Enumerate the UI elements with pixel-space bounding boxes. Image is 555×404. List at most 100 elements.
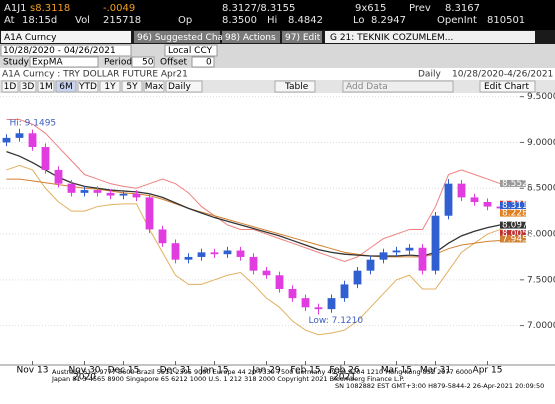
footer-line: Australia 61 2 9777 8600 Brazil 5511 239… bbox=[52, 368, 472, 376]
indicator-line bbox=[6, 164, 514, 336]
toolbar-button[interactable] bbox=[282, 31, 322, 43]
indicator-line bbox=[6, 119, 514, 263]
study-select[interactable] bbox=[29, 56, 99, 68]
candle-body bbox=[444, 183, 453, 216]
candle-body bbox=[41, 147, 50, 170]
price-tag-label: 8.0976 bbox=[502, 221, 534, 231]
security-input[interactable] bbox=[1, 31, 131, 43]
quote-ticker: A1J1 bbox=[4, 3, 27, 14]
offset: 0 bbox=[206, 58, 212, 68]
quote-change: -.0049 bbox=[103, 3, 135, 14]
period-button-label: 5Y bbox=[126, 82, 138, 92]
annotation: Low: 7.1210 bbox=[309, 316, 364, 326]
annotation: Hi: 9.1495 bbox=[10, 118, 57, 128]
candle-body bbox=[171, 243, 180, 260]
x-tick-label: Dec 15 bbox=[108, 366, 140, 376]
price-tag-label: 8.0055 bbox=[502, 229, 534, 239]
x-tick-label: Mar 15 bbox=[381, 366, 412, 376]
candle-body bbox=[197, 252, 206, 257]
x-tick-label: Jan 15 bbox=[199, 366, 228, 376]
period: 50 bbox=[142, 58, 154, 68]
period-button[interactable] bbox=[37, 80, 55, 93]
period-button[interactable] bbox=[143, 80, 165, 93]
toolbar-button-label: 98) Actions bbox=[225, 33, 276, 43]
candle-body bbox=[379, 252, 388, 260]
add-data-input[interactable] bbox=[342, 80, 454, 93]
period-button[interactable] bbox=[19, 80, 37, 93]
toolbar-button[interactable] bbox=[222, 31, 280, 43]
candle-body bbox=[314, 307, 323, 310]
x-tick-label: Mar 31 bbox=[420, 366, 451, 376]
period-button[interactable] bbox=[77, 80, 99, 93]
candle-body bbox=[158, 229, 167, 244]
quote-lo-label: Lo bbox=[353, 15, 365, 26]
y-tick-label: 9.0000 bbox=[527, 138, 555, 148]
candle-body bbox=[249, 256, 258, 271]
frequency: Daily bbox=[168, 82, 191, 92]
quote-oi: 810501 bbox=[487, 15, 525, 26]
candle-body bbox=[275, 275, 284, 289]
edit-chart: Edit Chart bbox=[484, 82, 529, 92]
price-tag bbox=[500, 201, 526, 209]
toolbar-button[interactable] bbox=[134, 31, 220, 43]
quote-last: s8.3118 bbox=[30, 3, 70, 14]
candle-body bbox=[262, 270, 271, 276]
offset-input[interactable] bbox=[191, 56, 215, 68]
candle-body bbox=[366, 259, 375, 271]
period-button[interactable] bbox=[1, 80, 19, 93]
y-tick-label: 8.0000 bbox=[527, 230, 555, 240]
quote-vol: 215718 bbox=[103, 15, 141, 26]
quote-hi: 8.4842 bbox=[288, 15, 323, 26]
period-input[interactable] bbox=[131, 56, 155, 68]
quote-lo: 8.2947 bbox=[371, 15, 406, 26]
x-year-label: 2020 bbox=[73, 373, 96, 383]
y-tick-label: 7.5000 bbox=[527, 275, 555, 285]
currency-select[interactable] bbox=[164, 44, 218, 57]
study-label: Study bbox=[3, 58, 30, 68]
chart-range: 10/28/2020-4/26/2021 bbox=[452, 70, 553, 80]
price-tag bbox=[500, 235, 526, 243]
period-button[interactable] bbox=[99, 80, 121, 93]
period-button[interactable] bbox=[121, 80, 143, 93]
x-tick-label: Feb 15 bbox=[290, 366, 320, 376]
price-tag bbox=[500, 221, 526, 229]
table-button[interactable] bbox=[274, 80, 316, 93]
x-tick-label: Jan 29 bbox=[251, 366, 280, 376]
quote-prev: 8.3167 bbox=[445, 3, 480, 14]
quote-hi-label: Hi bbox=[267, 15, 277, 26]
candle-body bbox=[236, 250, 245, 257]
chart-frequency: Daily bbox=[418, 70, 441, 80]
candle-body bbox=[28, 133, 37, 148]
price-tag-label: 8.5525 bbox=[502, 179, 534, 189]
candle-body bbox=[2, 137, 11, 143]
quote-bid-ask: 8.3127/8.3155 bbox=[222, 3, 295, 14]
x-tick-label: Nov 30 bbox=[69, 366, 101, 376]
period-button-label: 6M bbox=[59, 82, 73, 92]
indicator-line bbox=[6, 150, 514, 257]
period-button[interactable] bbox=[55, 80, 77, 93]
quote-oi-label: OpenInt bbox=[437, 15, 477, 26]
date-range: 10/28/2020 - 04/26/2021 bbox=[3, 46, 116, 56]
template: G 21: TEKNIK COZUMLEM... bbox=[330, 33, 453, 43]
y-tick-label: 9.5000 bbox=[527, 92, 555, 102]
candle-body bbox=[483, 201, 492, 207]
quote-open-label: Op bbox=[178, 15, 192, 26]
candle-body bbox=[470, 197, 479, 202]
candle-body bbox=[93, 190, 102, 193]
quote-prev-label: Prev bbox=[409, 3, 431, 14]
frequency-select[interactable] bbox=[165, 80, 203, 93]
x-tick-label: Dec 31 bbox=[160, 366, 192, 376]
indicator-line bbox=[6, 178, 514, 258]
candle-body bbox=[67, 183, 76, 193]
period-button-label: 1Y bbox=[104, 82, 116, 92]
toolbar-button-label: 97) Edit bbox=[285, 33, 321, 43]
edit-chart-button[interactable] bbox=[479, 80, 536, 93]
candle-body bbox=[119, 193, 128, 196]
candle-body bbox=[145, 197, 154, 230]
candle-body bbox=[340, 284, 349, 299]
x-tick-label: Apr 15 bbox=[473, 366, 503, 376]
template-button[interactable] bbox=[325, 31, 535, 43]
period-button-label: 3D bbox=[22, 82, 35, 92]
date-range-input[interactable] bbox=[0, 44, 132, 57]
